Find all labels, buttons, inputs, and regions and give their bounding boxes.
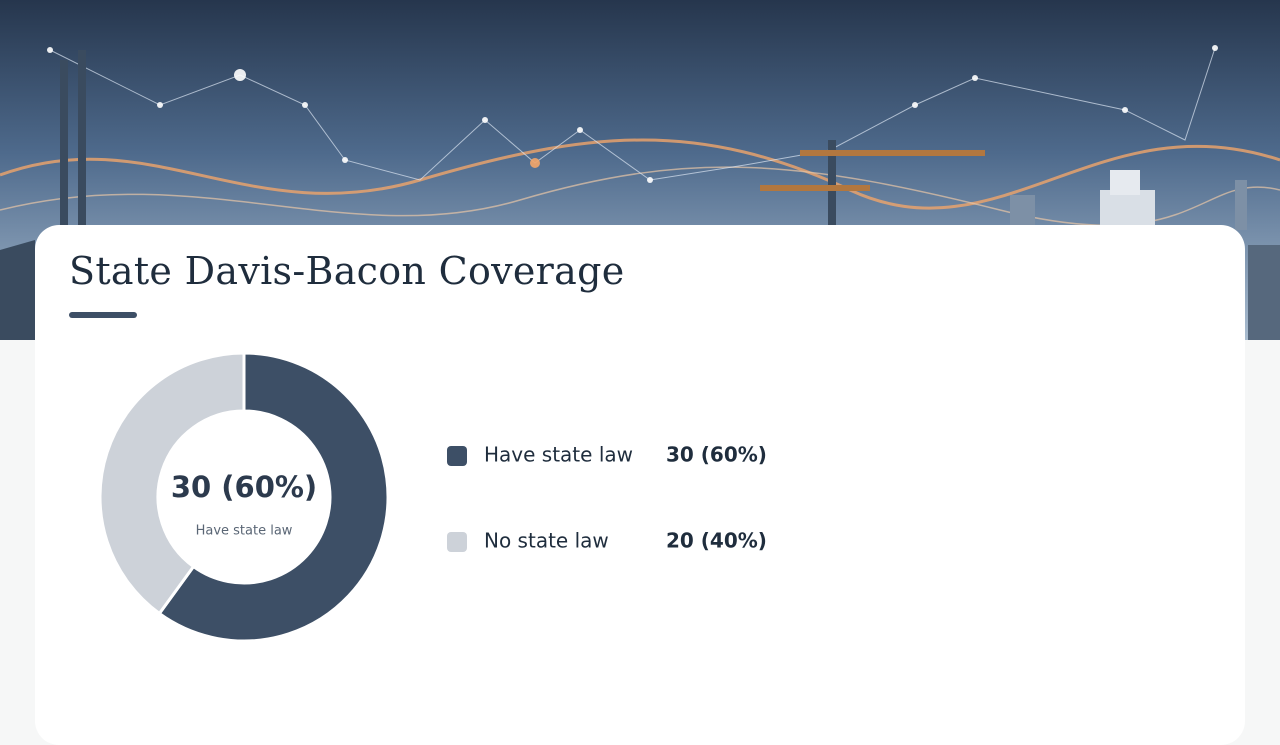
donut-slice (157, 351, 390, 643)
legend-swatch (447, 532, 467, 552)
center-value: 30 (60%) (171, 470, 317, 504)
legend-label: No state law (484, 529, 609, 553)
chart-title: State Davis-Bacon Coverage (69, 249, 625, 293)
donut-slice (98, 351, 246, 616)
card: State Davis-Bacon Coverage Have state la… (35, 225, 1245, 745)
title-underline (69, 312, 137, 318)
legend-value: 20 (40%) (666, 529, 767, 553)
legend-swatch (447, 446, 467, 466)
chart: Have state law 30 (60%) No state law 20 (40… (98, 351, 767, 643)
center-label: Have state law (196, 524, 293, 539)
page: State Davis-Bacon Coverage Have state la… (0, 0, 1280, 641)
legend-label: Have state law (484, 443, 633, 467)
legend-value: 30 (60%) (666, 443, 767, 467)
